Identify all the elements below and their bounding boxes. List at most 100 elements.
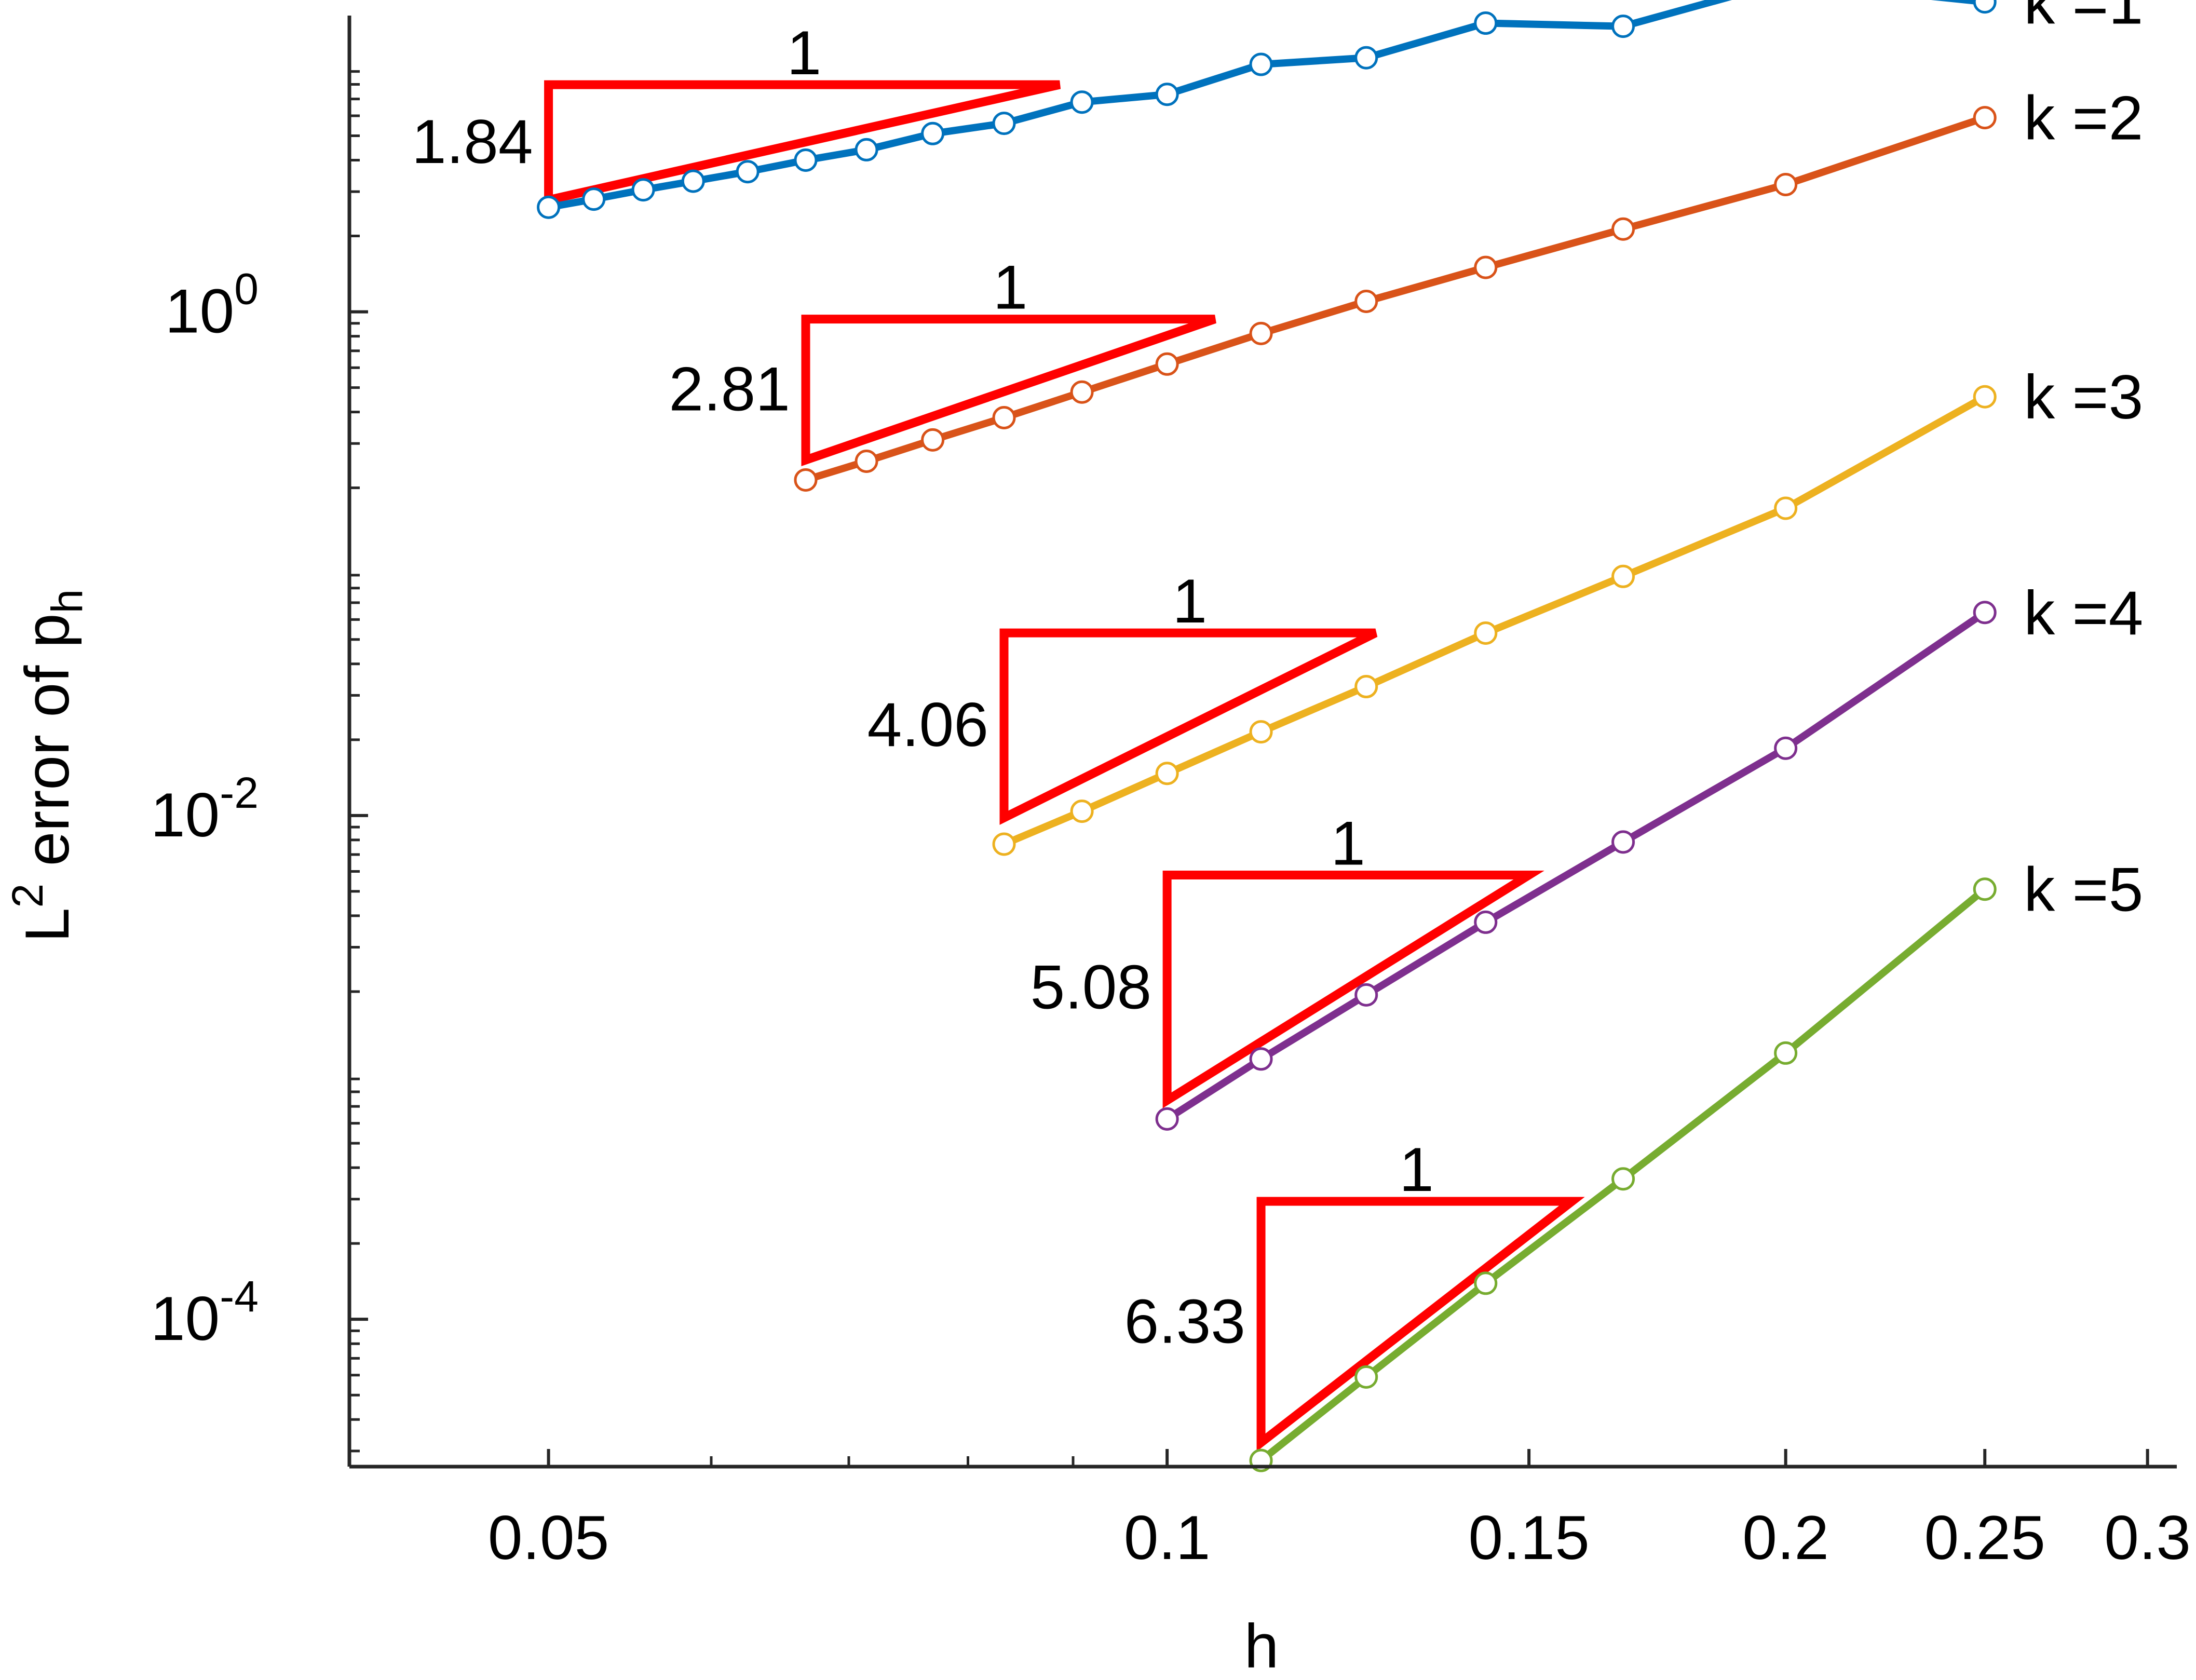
data-point [1474, 255, 1498, 279]
data-point [1354, 675, 1378, 699]
y-tick-base: 10 [151, 1284, 220, 1353]
y-tick-exp: -2 [220, 768, 259, 817]
data-point [921, 428, 945, 452]
data-point [1070, 800, 1094, 823]
series-label: k =4 [2024, 578, 2143, 648]
data-point [1774, 496, 1798, 520]
x-tick-label: 0.25 [1924, 1503, 2045, 1573]
data-point [921, 121, 945, 145]
series-group [537, 0, 1997, 1472]
x-tick-label: 0.1 [1124, 1503, 1211, 1573]
series-line [1163, 608, 1989, 1123]
data-point [631, 178, 655, 202]
data-point [1155, 83, 1179, 106]
y-label-sub: h [43, 589, 91, 614]
data-point [1611, 564, 1635, 588]
slope-value-label: 2.81 [669, 354, 790, 424]
data-point [736, 160, 760, 184]
slope-run-label: 1 [1399, 1135, 1434, 1204]
data-point [1249, 52, 1273, 76]
slope-value-label: 4.06 [867, 690, 988, 760]
y-tick-exp: 0 [234, 265, 259, 314]
series-line [1000, 393, 1989, 848]
series-line [1257, 885, 1989, 1465]
series-label: k =5 [2024, 855, 2143, 925]
data-point [1474, 910, 1498, 934]
data-point [582, 187, 606, 211]
y-axis-label: L2 error of ph [3, 589, 91, 942]
data-point [1973, 0, 1997, 14]
data-point [681, 169, 705, 193]
slope-value-label: 5.08 [1031, 952, 1152, 1022]
y-tick-base: 10 [151, 780, 220, 850]
data-point [1354, 1365, 1378, 1389]
y-label-base: L [12, 907, 82, 942]
y-label-sup: 2 [3, 884, 52, 908]
data-point [1474, 11, 1498, 35]
x-tick-label: 0.15 [1468, 1503, 1590, 1573]
series-line [545, 0, 1989, 211]
slope-value-label: 6.33 [1124, 1286, 1245, 1356]
data-point [1611, 830, 1635, 854]
y-tick-label: 10-2 [151, 768, 259, 850]
data-point [537, 195, 561, 219]
series-line [802, 114, 1989, 484]
data-point [1354, 289, 1378, 313]
data-point [1354, 46, 1378, 70]
slope-run-label: 1 [1172, 566, 1207, 636]
x-axis-label: h [1244, 1611, 1279, 1677]
data-point [1474, 1271, 1498, 1295]
slope-triangles: 1 1.84 1 2.81 1 4.06 1 5.08 1 6.33 [412, 18, 1585, 1452]
series-labels: k =1 k =2 k =3 k =4 k =5 [2024, 0, 2143, 925]
slope-triangle [801, 315, 1216, 466]
data-point [1070, 380, 1094, 404]
series-label: k =2 [2024, 84, 2143, 153]
data-point [992, 832, 1016, 856]
data-point [1474, 621, 1498, 645]
data-point [1155, 762, 1179, 785]
data-point [1611, 1167, 1635, 1191]
data-point [1070, 90, 1094, 114]
slope-triangle [1256, 1197, 1585, 1452]
data-point [1774, 1041, 1798, 1065]
series-label: k =3 [2024, 362, 2143, 432]
data-point [1973, 106, 1997, 130]
slope-triangle [999, 628, 1378, 825]
data-point [855, 138, 878, 161]
data-point [1249, 321, 1273, 345]
data-point [1973, 601, 1997, 625]
data-point [1611, 217, 1635, 241]
slope-run-label: 1 [787, 18, 822, 88]
x-tick-label: 0.05 [488, 1503, 609, 1573]
x-tick-label: 0.3 [2104, 1503, 2191, 1573]
data-point [794, 468, 818, 492]
data-point [855, 449, 878, 473]
y-tick-exp: -4 [220, 1272, 259, 1321]
axes [347, 16, 2177, 1469]
slope-run-label: 1 [1331, 808, 1365, 878]
data-point [1611, 15, 1635, 38]
data-point [1155, 1107, 1179, 1131]
x-tick-label: 0.2 [1742, 1503, 1829, 1573]
data-point [1774, 736, 1798, 760]
y-tick-base: 10 [165, 277, 234, 346]
y-tick-label: 10-4 [151, 1272, 259, 1353]
slope-triangle [1162, 870, 1544, 1108]
data-point [1354, 983, 1378, 1007]
slope-run-label: 1 [993, 253, 1028, 322]
data-point [1973, 385, 1997, 409]
y-label-mid: error of p [12, 614, 82, 884]
data-point [1249, 1047, 1273, 1071]
data-point [1774, 173, 1798, 197]
data-point [1973, 877, 1997, 901]
data-point [1155, 352, 1179, 376]
data-point [992, 405, 1016, 429]
series-label: k =1 [2024, 0, 2143, 37]
slope-triangle [544, 80, 1061, 206]
y-tick-label: 100 [165, 265, 259, 346]
data-point [992, 112, 1016, 136]
data-point [794, 148, 818, 172]
